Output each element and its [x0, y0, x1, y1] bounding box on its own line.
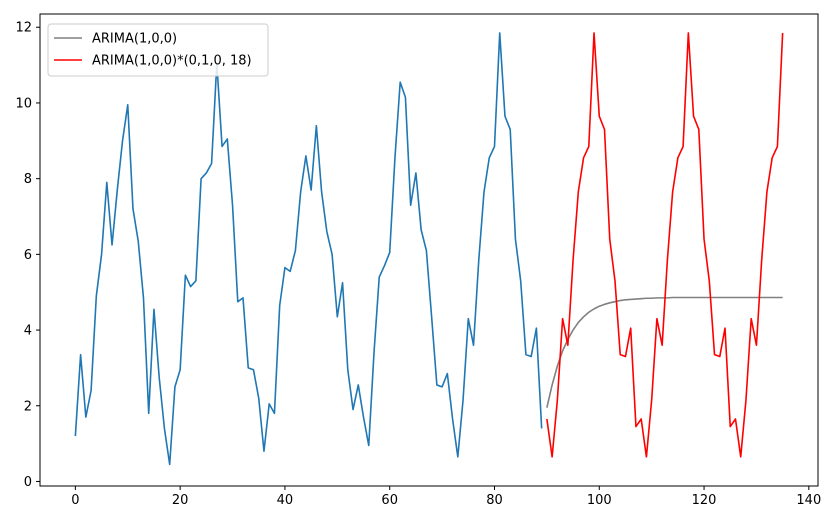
plot-frame	[39, 13, 819, 487]
x-tick-label: 40	[277, 493, 294, 508]
legend-label: ARIMA(1,0,0)	[92, 32, 177, 47]
x-tick-label: 20	[172, 493, 189, 508]
y-tick-label: 8	[24, 172, 32, 187]
series-layer	[74, 32, 784, 466]
y-tick-label: 4	[24, 324, 32, 339]
series-line-0	[74, 32, 543, 466]
x-axis: 0 20 40 60 80 100 120 140	[71, 486, 821, 508]
y-tick-label: 6	[24, 248, 32, 263]
x-tick-label: 140	[796, 493, 821, 508]
x-tick-label: 60	[381, 493, 398, 508]
x-tick-label: 80	[486, 493, 503, 508]
legend-label: ARIMA(1,0,0)*(0,1,0, 18)	[92, 54, 252, 69]
legend-box	[47, 23, 269, 77]
y-tick-label: 12	[15, 21, 32, 36]
y-axis: 0 2 4 6 8 10 12	[15, 21, 40, 490]
x-tick-label: 120	[692, 493, 717, 508]
y-tick-label: 0	[24, 475, 32, 490]
y-tick-label: 2	[24, 399, 32, 414]
y-tick-label: 10	[15, 96, 32, 111]
x-tick-label: 100	[587, 493, 612, 508]
legend: ARIMA(1,0,0) ARIMA(1,0,0)*(0,1,0, 18)	[47, 23, 269, 77]
series-line-2	[546, 32, 784, 458]
x-tick-label: 0	[71, 493, 79, 508]
